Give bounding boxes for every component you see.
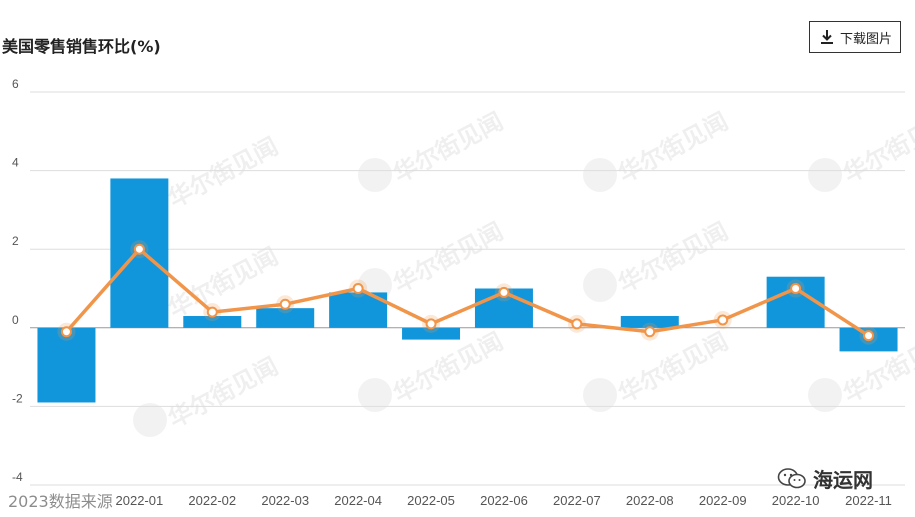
watermark-logo-icon	[583, 158, 617, 192]
series-line	[65, 247, 870, 338]
download-image-button[interactable]: 下载图片	[809, 21, 901, 53]
y-tick-label: -2	[12, 391, 23, 405]
watermark-text: 华尔街见闻	[614, 327, 733, 408]
watermark-logo-icon	[358, 158, 392, 192]
bar-series	[37, 178, 898, 403]
x-tick-label: 2022-08	[626, 493, 674, 508]
watermark-text: 华尔街见闻	[614, 107, 733, 188]
line-point	[133, 243, 145, 255]
x-tick-label: 2022-09	[699, 493, 747, 508]
watermark-logo-icon	[583, 378, 617, 412]
y-tick-label: 6	[12, 77, 19, 91]
line-point	[863, 330, 875, 342]
x-tick-label: 2022-04	[334, 493, 382, 508]
watermark-text: 华尔街见闻	[164, 132, 283, 213]
line-point	[571, 318, 583, 330]
watermark-text: 华尔街见闻	[389, 107, 508, 188]
bar	[183, 316, 242, 328]
x-tick-label: 2022-11	[845, 493, 892, 508]
bar	[620, 316, 679, 328]
watermark-text: 华尔街见闻	[839, 107, 915, 188]
watermark-logo-icon	[133, 403, 167, 437]
x-tick-label: 2022-03	[261, 493, 309, 508]
watermark-logo-icon	[808, 378, 842, 412]
watermark-text: 华尔街见闻	[614, 217, 733, 298]
bar	[256, 308, 315, 328]
brand-watermark: 海运网	[777, 464, 873, 493]
line-point	[279, 298, 291, 310]
y-tick-label: 0	[12, 313, 19, 327]
wechat-icon	[777, 467, 806, 488]
line-series	[57, 240, 878, 345]
watermark-text: 华尔街见闻	[164, 352, 283, 433]
x-tick-label: 2022-10	[772, 493, 820, 508]
y-axis: 6 4 2 0 -2 -4	[12, 77, 23, 484]
x-axis: 2022-01 2022-02 2022-03 2022-04 2022-05 2022-…	[116, 493, 892, 508]
watermark-logo-icon	[808, 158, 842, 192]
bar	[37, 327, 96, 403]
x-tick-label: 2022-05	[407, 493, 455, 508]
y-tick-label: 4	[12, 156, 19, 170]
source-watermark: 2023数据来源	[8, 492, 113, 511]
y-tick-label: 2	[12, 234, 19, 248]
watermark-text: 华尔街见闻	[389, 217, 508, 298]
y-tick-label: -4	[12, 470, 23, 484]
line-point	[717, 314, 729, 326]
x-tick-label: 2022-01	[116, 493, 164, 508]
line-point	[644, 326, 656, 338]
brand-label: 海运网	[813, 468, 873, 492]
x-tick-label: 2022-02	[188, 493, 236, 508]
watermark-logo-icon	[358, 378, 392, 412]
chart-title: 美国零售销售环比(%)	[2, 37, 161, 56]
x-tick-label: 2022-07	[553, 493, 601, 508]
download-icon	[820, 30, 833, 44]
line-point	[60, 326, 72, 338]
watermark-logo-icon	[583, 268, 617, 302]
bar	[402, 327, 461, 340]
line-point	[790, 283, 802, 294]
line-point	[425, 318, 437, 330]
line-point	[352, 283, 364, 294]
line-point	[498, 286, 510, 298]
x-tick-label: 2022-06	[480, 493, 528, 508]
download-label: 下载图片	[839, 31, 892, 47]
line-point	[206, 306, 218, 318]
grid	[30, 91, 905, 486]
